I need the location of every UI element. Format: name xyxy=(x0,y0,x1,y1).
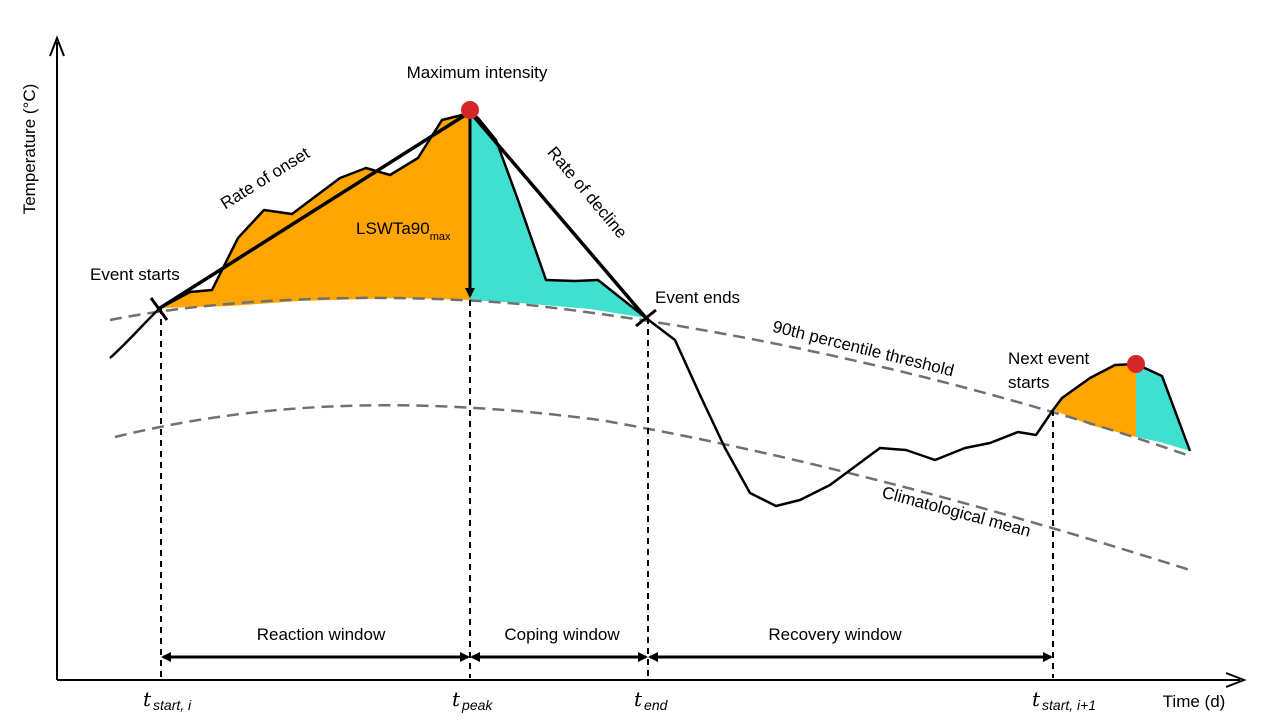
threshold-curve xyxy=(109,296,1191,458)
next-onset-area xyxy=(1053,364,1136,437)
lswta-label-main: LSWTa90 xyxy=(356,219,430,238)
max-intensity-label: Maximum intensity xyxy=(407,63,548,82)
tick-t-peak-main: t xyxy=(452,687,461,711)
tick-t-start-i1-main: t xyxy=(1032,687,1041,711)
tick-t-end: t end xyxy=(634,687,669,713)
tick-t-start-i: t start, i xyxy=(143,687,192,713)
event-ends-label: Event ends xyxy=(655,288,740,307)
tick-t-start-i1-sub: start, i+1 xyxy=(1042,697,1096,713)
x-axis-label: Time (d) xyxy=(1163,692,1226,711)
decline-area xyxy=(470,112,646,318)
tick-t-start-i1: t start, i+1 xyxy=(1032,687,1096,713)
climatological-mean-label: Climatological mean xyxy=(880,483,1033,541)
rate-of-decline-label: Rate of decline xyxy=(543,143,630,242)
x-axis-arrowhead xyxy=(1225,672,1247,688)
tick-t-start-i-sub: start, i xyxy=(153,697,192,713)
y-axis-label: Temperature (°C) xyxy=(20,84,39,215)
lswta-label-sub: max xyxy=(430,231,451,243)
next-decline-area xyxy=(1136,364,1190,451)
coping-window-label: Coping window xyxy=(504,625,620,644)
rate-of-onset-label: Rate of onset xyxy=(217,143,313,213)
peak-marker xyxy=(461,101,479,119)
next-peak-marker xyxy=(1127,355,1145,373)
y-axis-arrowhead xyxy=(49,35,65,57)
rate-of-onset-line xyxy=(159,110,471,310)
lswta-label: LSWTa90max xyxy=(356,219,451,243)
tick-t-peak-sub: peak xyxy=(461,697,493,713)
temperature-series xyxy=(109,110,1192,508)
tick-t-start-i-main: t xyxy=(143,687,152,711)
rate-of-decline-line xyxy=(468,110,648,320)
climatological-mean-curve xyxy=(114,403,1191,572)
reaction-window-label: Reaction window xyxy=(257,625,386,644)
next-event-label-line2: starts xyxy=(1008,373,1050,392)
next-event-label-line1: Next event xyxy=(1008,349,1090,368)
event-end-marker xyxy=(635,308,657,328)
event-start-marker xyxy=(149,297,169,321)
event-starts-label: Event starts xyxy=(90,265,180,284)
recovery-window-label: Recovery window xyxy=(768,625,902,644)
tick-t-peak: t peak xyxy=(452,687,493,713)
tick-t-end-sub: end xyxy=(644,697,669,713)
tick-t-end-main: t xyxy=(634,687,643,711)
